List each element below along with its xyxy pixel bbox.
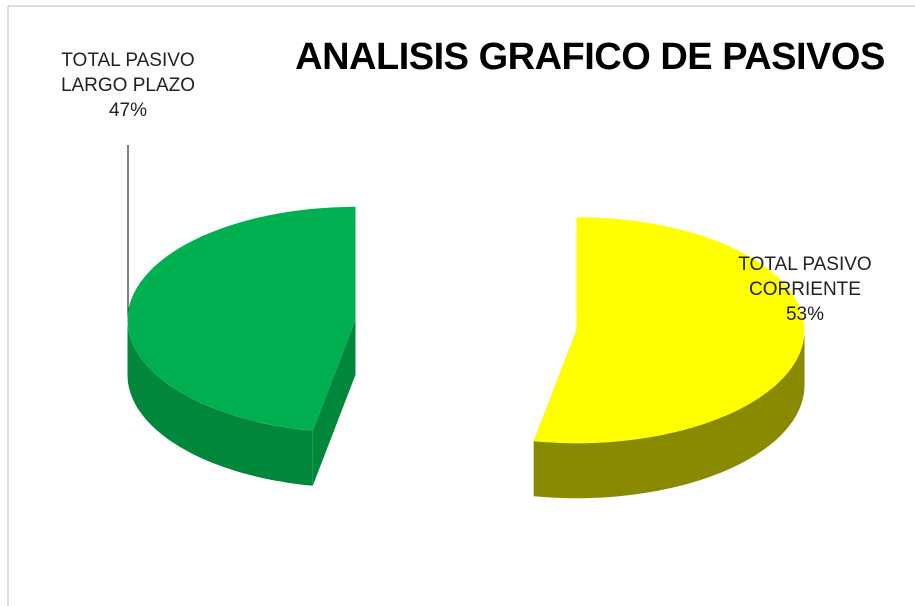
slice: [127, 206, 356, 431]
chart-border: [7, 5, 915, 606]
slice-side: [127, 319, 313, 486]
slice: [533, 217, 805, 444]
slice-face: [312, 319, 356, 486]
slice-side: [533, 330, 805, 499]
chart-title: ANALISIS GRAFICO DE PASIVOS: [295, 36, 885, 78]
slice-label: TOTAL PASIVO LARGO PLAZO 47%: [38, 48, 218, 123]
category-label: TOTAL PASIVO CORRIENTE: [738, 254, 872, 300]
value-label: 53%: [785, 304, 825, 325]
value-label: 47%: [108, 100, 148, 121]
slice-label: TOTAL PASIVO CORRIENTE 53%: [715, 252, 895, 327]
category-label: TOTAL PASIVO LARGO PLAZO: [60, 50, 196, 96]
